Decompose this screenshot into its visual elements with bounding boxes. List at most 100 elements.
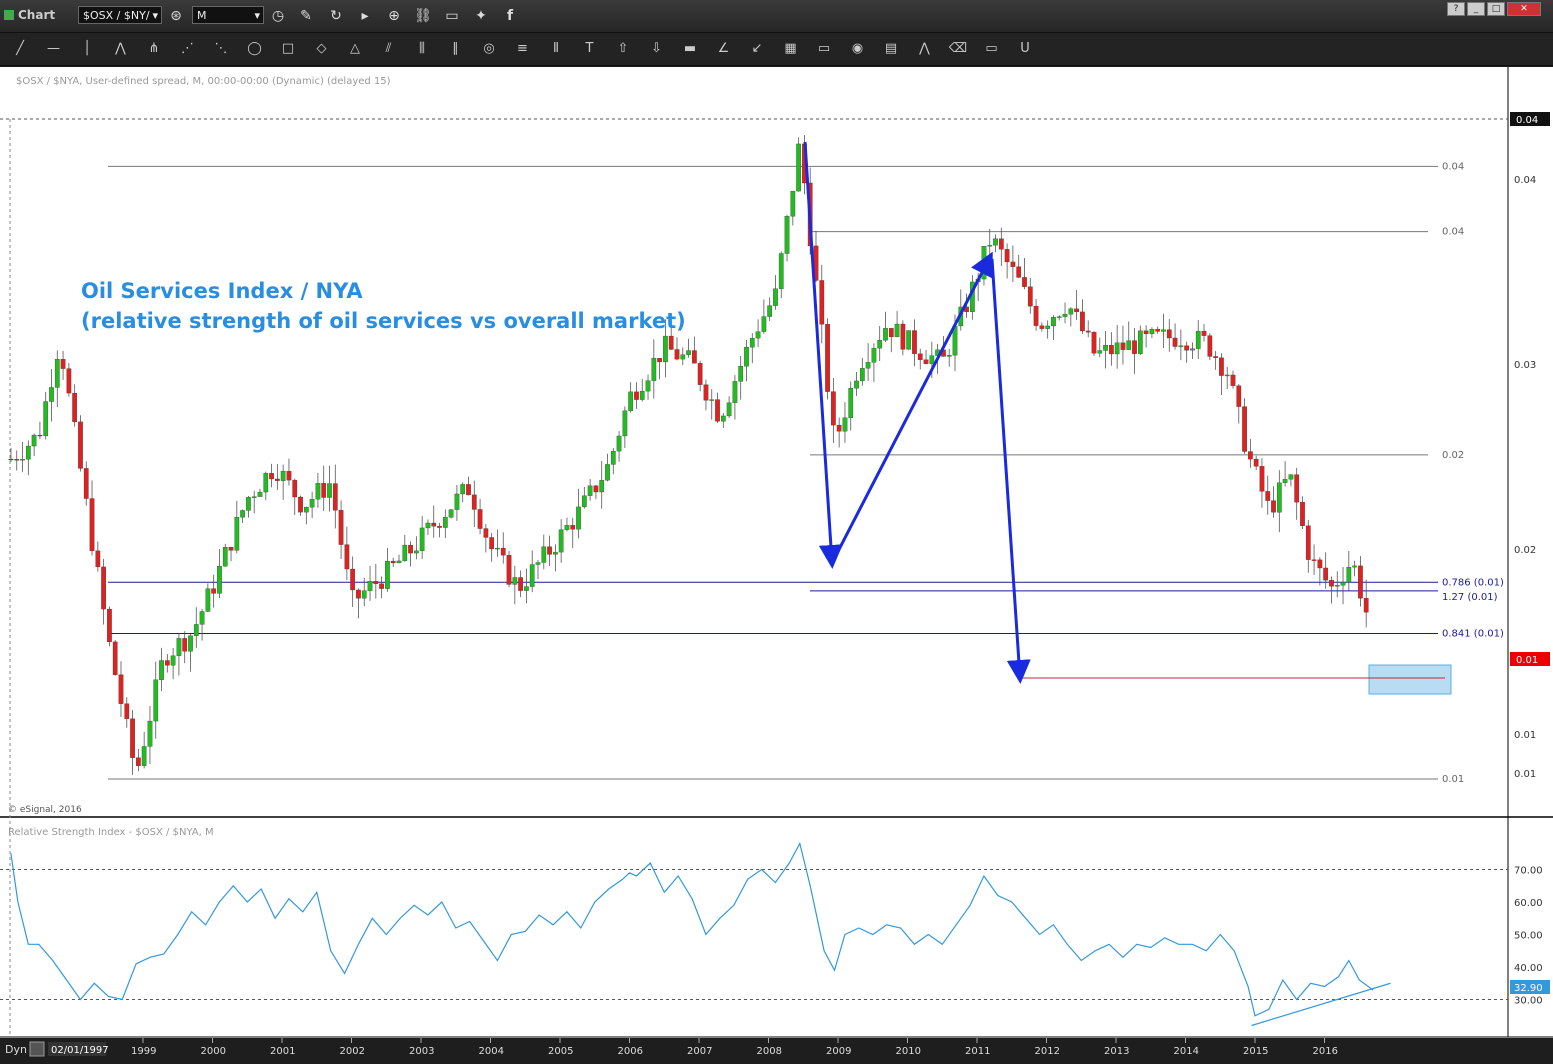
fib-label: 0.04 (1442, 161, 1464, 172)
eye-icon[interactable]: ◉ (851, 41, 864, 56)
vertical-line-icon[interactable]: │ (83, 41, 91, 56)
candle (692, 350, 697, 364)
comment-icon[interactable]: ▭ (445, 8, 459, 24)
polyline-icon[interactable]: ⋀ (115, 41, 126, 56)
mode-label[interactable]: Dyn (5, 1043, 27, 1056)
rsi-trendline[interactable] (1251, 982, 1391, 1027)
bars-icon[interactable]: ⫼ (419, 41, 425, 56)
pti-icon[interactable]: ▤ (884, 41, 898, 56)
candle (593, 485, 599, 493)
ellipse-icon[interactable]: ◯ (247, 41, 262, 56)
wave-arrow[interactable] (990, 258, 1031, 684)
regression-icon[interactable]: ↙ (751, 41, 763, 56)
levels-icon[interactable]: ≡ (517, 41, 528, 56)
circles-icon[interactable]: ◎ (483, 41, 495, 56)
symbol-input[interactable]: $OSX / $NY/▾ (78, 6, 162, 24)
x-tick-label: 2003 (409, 1046, 434, 1057)
candle (49, 387, 54, 402)
candle (193, 624, 199, 636)
interval-select[interactable]: M ▾ (192, 6, 264, 24)
candle (1062, 314, 1068, 317)
mob-icon[interactable]: ▭ (817, 41, 831, 56)
candle (1004, 249, 1010, 263)
candle (883, 328, 888, 341)
drawing-toolbar: ╱ — │ ⋀ ⋔ ⋰ ⋱ ◯ □ ◇ △ ⫽ ⫼ ∥ ◎ ≡ ⦀ T ⇧ ⇩ ▬ ∠ ↙ ▦ ▭ ◉ ▤ ⋀ ⌫ ▭ U (0, 33, 1553, 66)
candle (500, 547, 506, 556)
eraser-shape-icon[interactable]: ◇ (316, 41, 327, 56)
zoom-icon[interactable]: ⊕ (388, 8, 400, 24)
zigzag-icon[interactable]: ⋀ (919, 41, 930, 56)
candle (686, 350, 691, 355)
angle-icon[interactable]: ∠ (717, 41, 730, 56)
clock-icon[interactable]: ◷ (271, 8, 285, 24)
refresh-icon[interactable]: ↻ (330, 8, 342, 24)
candle (639, 390, 645, 400)
facebook-icon[interactable]: f (506, 8, 514, 24)
line-icon[interactable]: ╱ (16, 41, 24, 56)
twitter-icon[interactable]: ✦ (475, 8, 487, 24)
fib-label: 0.04 (1442, 227, 1464, 238)
triangle-icon[interactable]: △ (350, 41, 360, 56)
fib-label: 0.786 (0.01) (1442, 577, 1504, 588)
text-icon[interactable]: T (585, 41, 594, 56)
x-tick-label: 2004 (479, 1046, 504, 1057)
rsi-tick: 30.00 (1514, 996, 1543, 1007)
magnet-icon[interactable]: U (1020, 41, 1030, 56)
candle (315, 483, 321, 500)
link-chain-icon[interactable]: ⛓ (414, 8, 432, 24)
fill-icon[interactable]: ▬ (683, 41, 697, 56)
parallel-icon[interactable]: ∥ (452, 41, 459, 56)
rsi-line[interactable] (10, 841, 1374, 1017)
candle (923, 359, 929, 364)
fan-icon[interactable]: ⋰ (181, 41, 194, 56)
candle (529, 564, 535, 587)
candle (576, 506, 581, 530)
candle (1340, 582, 1346, 586)
interval-value: M (197, 9, 207, 22)
minimize-button[interactable]: _ (1467, 2, 1485, 16)
wave-arrow[interactable] (830, 251, 993, 564)
horizontal-line-icon[interactable]: — (47, 41, 60, 56)
pencil-icon[interactable]: ✎ (300, 8, 312, 24)
candle (998, 238, 1004, 250)
fib-label: 0.01 (1442, 774, 1464, 785)
help-button[interactable]: ? (1447, 2, 1465, 16)
candle (1352, 565, 1357, 568)
comment-icon[interactable]: ▭ (985, 41, 998, 56)
arrow-up-icon[interactable]: ⇧ (617, 41, 629, 56)
candle (842, 417, 848, 432)
candle (199, 611, 205, 625)
arrow-down-icon[interactable]: ⇩ (651, 41, 662, 56)
time-axis-ticks: 1999 2000 2001 2002 2003 2004 2005 2006 2007 2008… (131, 1038, 1338, 1057)
candle (1334, 585, 1340, 587)
candle (1363, 598, 1369, 613)
candle (379, 583, 384, 589)
candle (1195, 330, 1201, 349)
candle (89, 498, 95, 551)
candle (796, 143, 801, 192)
channel-icon[interactable]: ⫽ (385, 41, 392, 56)
candle (176, 638, 182, 656)
play-icon[interactable]: ▸ (361, 8, 369, 24)
rectangle-icon[interactable]: □ (281, 41, 295, 56)
grid-icon[interactable]: ▦ (784, 41, 797, 56)
rsi-series: 70.00 60.00 50.00 40.00 30.00 (0, 841, 1543, 1027)
rsi-tick: 60.00 (1514, 898, 1543, 909)
cycles-icon[interactable]: ⦀ (553, 41, 559, 56)
x-tick-label: 2015 (1243, 1046, 1268, 1057)
candle (442, 517, 448, 528)
x-tick-label: 2011 (965, 1046, 990, 1057)
candle (1276, 482, 1282, 513)
candle (773, 288, 778, 306)
calendar-icon[interactable] (29, 1041, 45, 1057)
pitchfork-icon[interactable]: ⋔ (148, 41, 160, 56)
top-price-badge (1510, 112, 1550, 126)
close-button[interactable]: ✕ (1507, 2, 1541, 16)
rsi-tick: 50.00 (1514, 931, 1543, 942)
candle (906, 330, 912, 350)
eraser-icon[interactable]: ⌫ (948, 41, 968, 56)
gann-fan-icon[interactable]: ⋱ (214, 41, 228, 56)
restore-button[interactable]: □ (1487, 2, 1505, 16)
wave-arrow[interactable] (803, 141, 843, 569)
link-icon[interactable]: ⊛ (170, 8, 182, 24)
